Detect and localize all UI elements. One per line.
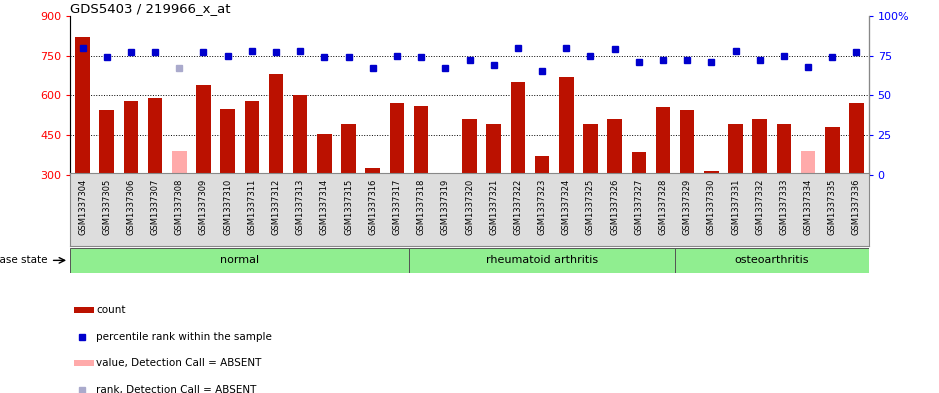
Text: rank, Detection Call = ABSENT: rank, Detection Call = ABSENT (97, 385, 256, 393)
Text: rheumatoid arthritis: rheumatoid arthritis (486, 255, 598, 265)
Bar (511, 82, 525, 175)
Bar (559, 77, 574, 175)
Bar (655, 107, 670, 175)
Text: GSM1337323: GSM1337323 (537, 179, 546, 235)
Bar (196, 84, 210, 175)
Bar (632, 152, 646, 175)
Bar (535, 156, 549, 175)
Text: GSM1337305: GSM1337305 (102, 179, 111, 235)
Text: GDS5403 / 219966_x_at: GDS5403 / 219966_x_at (70, 2, 231, 15)
Text: GSM1337309: GSM1337309 (199, 179, 208, 235)
Bar (293, 95, 307, 175)
Bar (439, 174, 453, 175)
Text: GSM1337325: GSM1337325 (586, 179, 595, 235)
Bar (680, 110, 695, 175)
Text: GSM1337319: GSM1337319 (440, 179, 450, 235)
Text: osteoarthritis: osteoarthritis (734, 255, 809, 265)
Bar (147, 98, 162, 175)
Text: GSM1337335: GSM1337335 (828, 179, 837, 235)
Text: percentile rank within the sample: percentile rank within the sample (97, 332, 272, 342)
Text: GSM1337326: GSM1337326 (610, 179, 619, 235)
Bar (462, 119, 477, 175)
Text: GSM1337304: GSM1337304 (78, 179, 87, 235)
Bar (675, 248, 869, 273)
Text: value, Detection Call = ABSENT: value, Detection Call = ABSENT (97, 358, 262, 368)
Bar (704, 171, 718, 175)
Text: GSM1337331: GSM1337331 (731, 179, 740, 235)
Bar (75, 37, 90, 175)
Text: GSM1337322: GSM1337322 (514, 179, 522, 235)
Bar (244, 101, 259, 175)
Text: GSM1337308: GSM1337308 (175, 179, 184, 235)
Bar (486, 125, 500, 175)
Text: GSM1337324: GSM1337324 (562, 179, 571, 235)
Text: GSM1337320: GSM1337320 (465, 179, 474, 235)
Bar (777, 125, 792, 175)
Text: GSM1337333: GSM1337333 (779, 179, 789, 235)
Text: GSM1337318: GSM1337318 (417, 179, 425, 235)
Bar (172, 151, 187, 175)
Text: GSM1337328: GSM1337328 (658, 179, 668, 235)
Text: GSM1337311: GSM1337311 (247, 179, 256, 235)
Bar (409, 248, 675, 273)
Text: GSM1337330: GSM1337330 (707, 179, 716, 235)
Bar (124, 101, 138, 175)
Text: GSM1337321: GSM1337321 (489, 179, 499, 235)
Text: GSM1337312: GSM1337312 (271, 179, 281, 235)
Bar (221, 108, 235, 175)
Bar (414, 106, 428, 175)
Text: GSM1337327: GSM1337327 (635, 179, 643, 235)
Bar (70, 248, 409, 273)
Text: GSM1337332: GSM1337332 (755, 179, 764, 235)
Bar (341, 125, 356, 175)
Text: disease state: disease state (0, 255, 48, 265)
Text: GSM1337336: GSM1337336 (852, 179, 861, 235)
Text: GSM1337306: GSM1337306 (127, 179, 135, 235)
Bar (729, 125, 743, 175)
Bar (317, 134, 331, 175)
Bar (390, 103, 404, 175)
Text: GSM1337317: GSM1337317 (393, 179, 402, 235)
Text: count: count (97, 305, 126, 315)
Bar (365, 168, 380, 175)
Text: GSM1337329: GSM1337329 (683, 179, 692, 235)
Bar (269, 74, 284, 175)
Text: GSM1337313: GSM1337313 (296, 179, 304, 235)
Text: GSM1337314: GSM1337314 (320, 179, 329, 235)
Text: GSM1337315: GSM1337315 (344, 179, 353, 235)
Text: GSM1337307: GSM1337307 (150, 179, 160, 235)
Bar (74, 307, 94, 313)
Bar (583, 125, 598, 175)
Text: GSM1337334: GSM1337334 (804, 179, 812, 235)
Bar (608, 119, 622, 175)
Bar (849, 103, 864, 175)
Text: GSM1337316: GSM1337316 (368, 179, 377, 235)
Text: GSM1337310: GSM1337310 (223, 179, 232, 235)
Bar (100, 110, 114, 175)
Bar (801, 151, 815, 175)
Bar (74, 360, 94, 366)
Bar (752, 119, 767, 175)
Bar (825, 127, 839, 175)
Text: normal: normal (220, 255, 259, 265)
